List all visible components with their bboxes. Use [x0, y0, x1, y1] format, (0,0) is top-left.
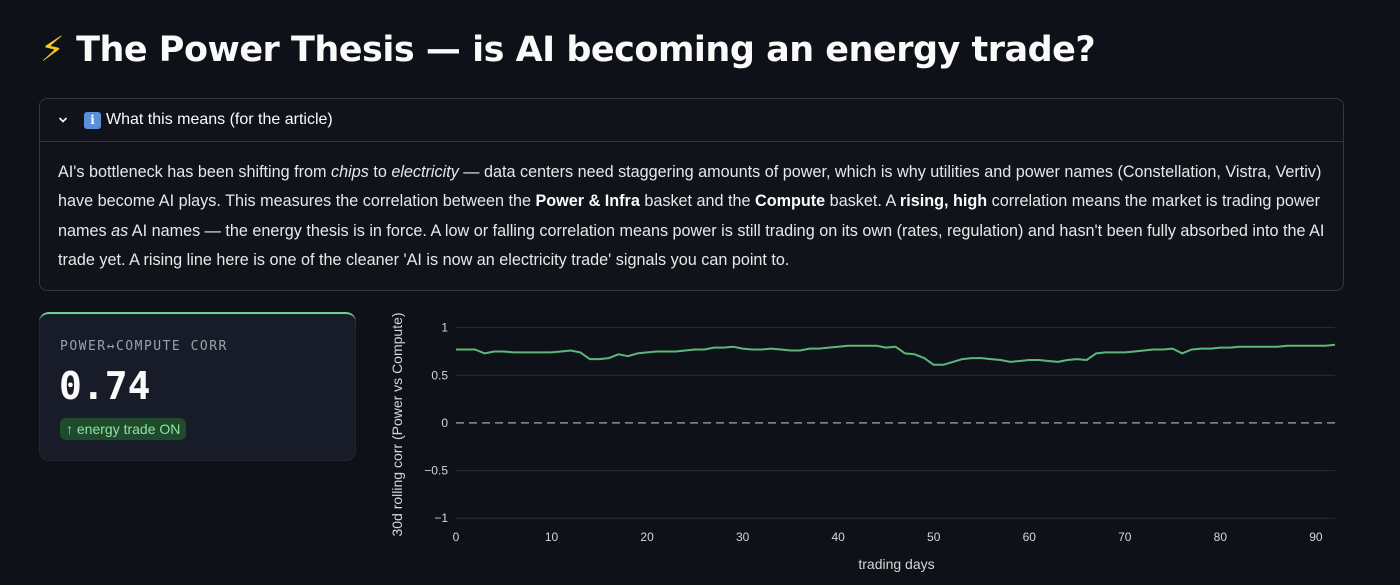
- paragraph-segment: basket. A: [825, 192, 900, 211]
- paragraph-segment: chips: [331, 163, 369, 181]
- metric-delta-badge: ↑ energy trade ON: [60, 418, 187, 440]
- paragraph-segment: Power & Infra: [535, 192, 640, 211]
- x-tick-label: 70: [1118, 530, 1132, 544]
- correlation-series-line: [456, 343, 1336, 366]
- explanation-paragraph: AI's bottleneck has been shifting from c…: [40, 142, 1343, 275]
- x-tick-label: 80: [1214, 530, 1228, 544]
- paragraph-segment: — data centers need staggering amounts o…: [58, 163, 1322, 211]
- lightning-bolt-icon: ⚡: [40, 30, 65, 70]
- y-tick-label: 0.5: [431, 368, 448, 382]
- y-axis-title: 30d rolling corr (Power vs Compute): [389, 312, 405, 536]
- expander-header[interactable]: i What this means (for the article): [40, 99, 1343, 141]
- paragraph-segment: Compute: [755, 192, 826, 211]
- page-title-text: The Power Thesis — is AI becoming an ene…: [76, 30, 1096, 70]
- x-tick-label: 0: [453, 530, 460, 544]
- paragraph-segment: rising, high: [899, 192, 988, 211]
- correlation-line-chart[interactable]: 1 0.5 0 −0.5 −1 0 10 20 30 40 50 60 70 80 90 trading da…: [380, 305, 1350, 575]
- paragraph-segment: correlation means the market is trading …: [58, 192, 1321, 240]
- x-tick-label: 90: [1309, 530, 1323, 544]
- metric-label: POWER↔COMPUTE CORR: [60, 339, 228, 354]
- x-axis-title: trading days: [858, 556, 934, 572]
- paragraph-segment: electricity: [391, 163, 459, 181]
- metric-value: 0.74: [59, 364, 151, 408]
- expander-body: AI's bottleneck has been shifting from c…: [40, 141, 1343, 275]
- page-title: ⚡ The Power Thesis — is AI becoming an en…: [40, 30, 1096, 70]
- y-tick-label: 0: [441, 416, 448, 430]
- x-tick-label: 40: [831, 530, 845, 544]
- explanation-expander: i What this means (for the article) AI's…: [39, 98, 1344, 291]
- x-tick-label: 10: [545, 530, 559, 544]
- info-icon: i: [84, 111, 101, 129]
- paragraph-segment: basket and the: [639, 192, 756, 211]
- paragraph-segment: to: [368, 163, 392, 181]
- x-tick-label: 50: [927, 530, 941, 544]
- expander-label: What this means (for the article): [106, 111, 333, 128]
- correlation-metric-card: POWER↔COMPUTE CORR 0.74 ↑ energy trade O…: [39, 312, 356, 461]
- x-tick-label: 30: [736, 530, 750, 544]
- paragraph-segment: AI's bottleneck has been shifting from: [58, 163, 332, 181]
- y-tick-label: −1: [434, 511, 448, 525]
- y-tick-label: −0.5: [424, 464, 448, 478]
- x-tick-label: 20: [640, 530, 654, 544]
- paragraph-segment: AI names — the energy thesis is in force…: [58, 221, 1325, 269]
- y-tick-label: 1: [441, 321, 448, 335]
- paragraph-segment: as: [111, 221, 129, 240]
- chevron-down-icon[interactable]: [58, 115, 68, 125]
- x-tick-label: 60: [1023, 530, 1037, 544]
